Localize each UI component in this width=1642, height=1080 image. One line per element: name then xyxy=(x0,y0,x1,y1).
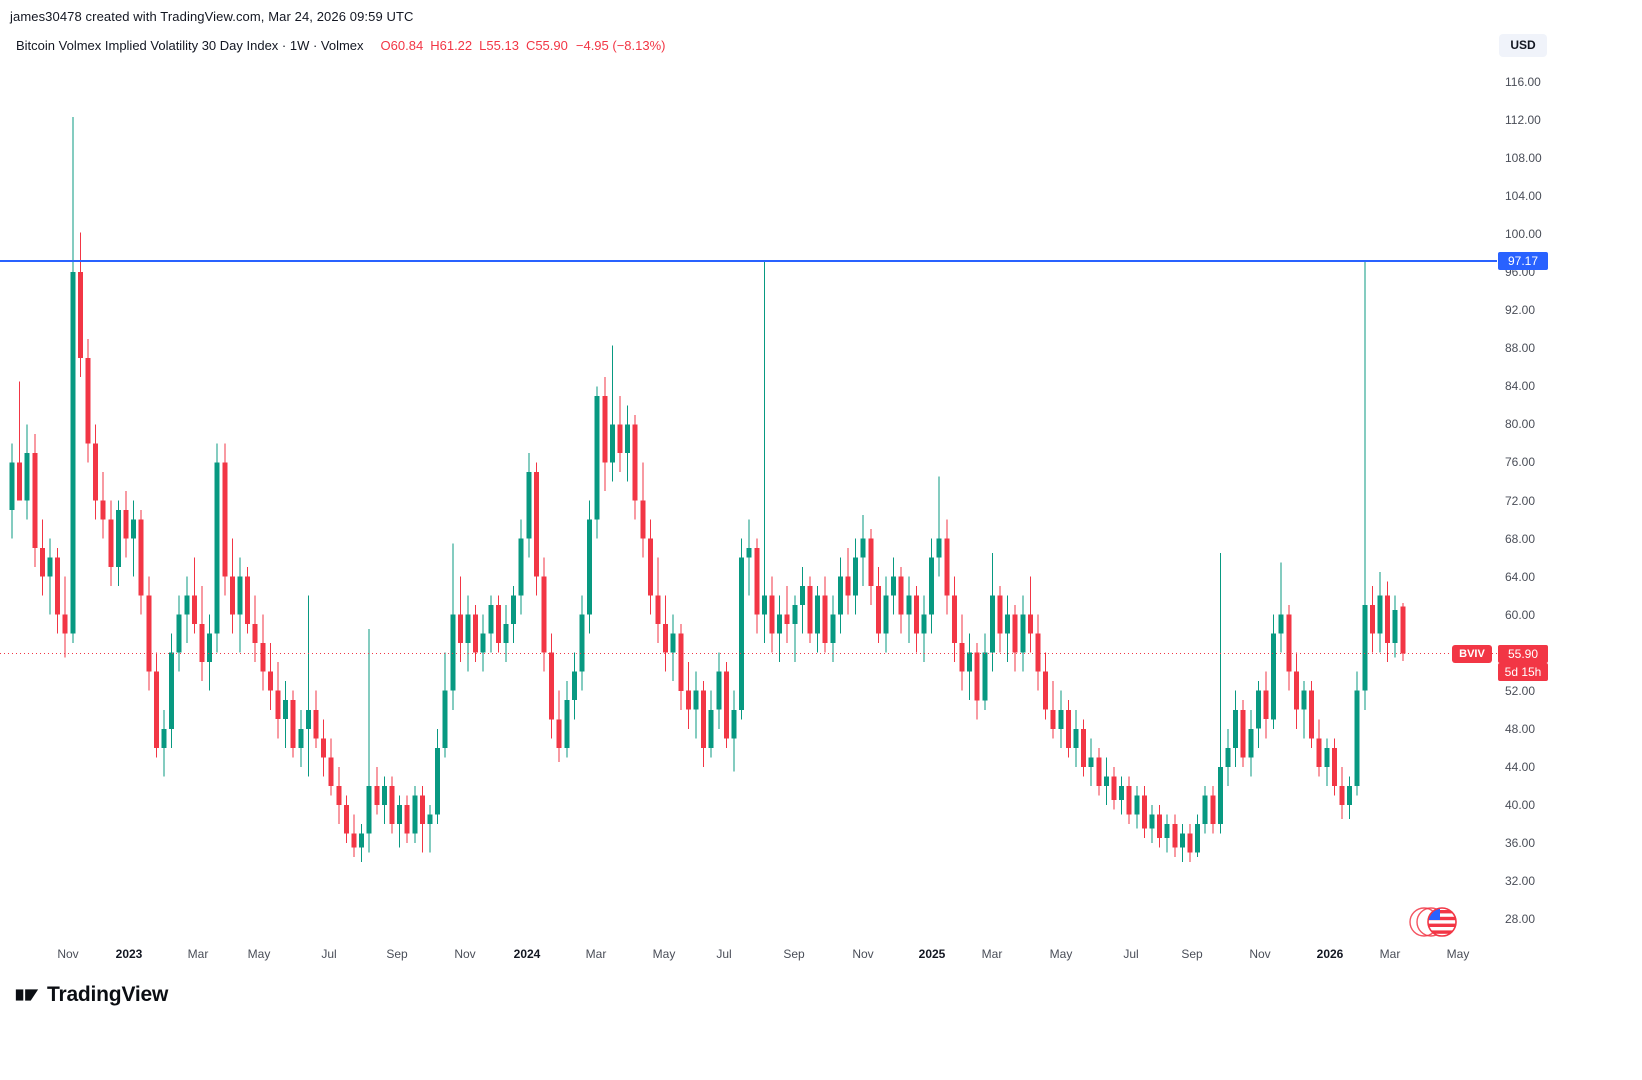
time-label-year: 2026 xyxy=(1316,947,1344,961)
time-label-month: Sep xyxy=(783,947,805,961)
time-label-year: 2024 xyxy=(513,947,541,961)
ohlc-low-value: 55.13 xyxy=(486,38,519,53)
price-tick: 80.00 xyxy=(1505,417,1536,432)
time-label-month: Jul xyxy=(1123,947,1139,961)
time-label-month: Mar xyxy=(585,947,607,961)
ohlc-high-value: 61.22 xyxy=(439,38,473,53)
price-tick: 72.00 xyxy=(1505,493,1536,508)
volmex-flag-logo xyxy=(1409,907,1457,937)
time-label-month: May xyxy=(652,947,676,961)
time-label-year: 2025 xyxy=(918,947,946,961)
tradingview-brand-text: TradingView xyxy=(47,983,169,1006)
price-tick: 52.00 xyxy=(1505,683,1536,698)
change-value: −4.95 (−8.13%) xyxy=(575,38,666,53)
time-label-month: Nov xyxy=(57,947,79,961)
ohlc-high-label: H xyxy=(430,38,440,53)
ohlc-close-label: C xyxy=(525,38,536,53)
price-tick: 100.00 xyxy=(1505,227,1542,242)
time-label-month: May xyxy=(247,947,271,961)
symbol-info-bar: Bitcoin Volmex Implied Volatility 30 Day… xyxy=(16,38,666,53)
price-tick: 28.00 xyxy=(1505,912,1536,926)
ohlc-low-label: L xyxy=(479,38,487,53)
price-tick: 64.00 xyxy=(1505,569,1536,584)
time-label-month: Mar xyxy=(187,947,209,961)
creator-credit: james30478 created with TradingView.com,… xyxy=(10,9,414,24)
time-label-month: May xyxy=(1446,947,1470,961)
price-tick: 44.00 xyxy=(1505,759,1536,774)
price-tick: 68.00 xyxy=(1505,531,1536,546)
price-tick: 108.00 xyxy=(1505,151,1542,166)
bar-countdown-label: 5d 15h xyxy=(1498,663,1548,682)
price-tick: 40.00 xyxy=(1505,797,1536,812)
price-tick: 32.00 xyxy=(1505,873,1536,888)
ohlc-open-value: 60.84 xyxy=(390,38,424,53)
price-tick: 104.00 xyxy=(1505,189,1542,204)
tradingview-logo[interactable]: TradingView xyxy=(14,982,168,1008)
time-label-month: Mar xyxy=(1379,947,1401,961)
price-scale[interactable]: 116.00 112.00 108.00 104.00 100.00 96.00 92.00… xyxy=(1497,0,1587,945)
time-label-month: May xyxy=(1049,947,1073,961)
price-tick: 116.00 xyxy=(1505,75,1541,89)
time-label-month: Nov xyxy=(1249,947,1271,961)
price-tick: 36.00 xyxy=(1505,835,1536,850)
alert-line-price-label[interactable]: 97.17 xyxy=(1498,252,1548,271)
price-tick: 48.00 xyxy=(1505,721,1536,736)
ohlc-values: O60.84 H61.22 L55.13 C55.90 xyxy=(374,38,568,53)
price-tick: 92.00 xyxy=(1505,303,1536,318)
time-label-month: Jul xyxy=(716,947,732,961)
tradingview-logo-icon xyxy=(15,989,39,1001)
flag-ball-icon xyxy=(1427,907,1457,937)
price-tick: 84.00 xyxy=(1505,379,1536,394)
time-label-month: Nov xyxy=(852,947,874,961)
candlestick-chart[interactable] xyxy=(0,0,1497,945)
time-label-month: Sep xyxy=(1181,947,1203,961)
price-tick: 76.00 xyxy=(1505,455,1536,470)
last-price-label: 55.90 xyxy=(1498,644,1548,663)
time-label-year: 2023 xyxy=(115,947,143,961)
price-tick: 88.00 xyxy=(1505,341,1536,356)
price-tick: 60.00 xyxy=(1505,607,1536,622)
ohlc-close-value: 55.90 xyxy=(535,38,568,53)
time-label-month: Jul xyxy=(321,947,337,961)
ohlc-open-label: O xyxy=(380,38,391,53)
time-scale[interactable]: Nov 2023 Mar May Jul Sep Nov 2024 Mar May Jul Sep No… xyxy=(0,946,1497,968)
price-tick: 112.00 xyxy=(1505,113,1541,128)
currency-toggle-button[interactable]: USD xyxy=(1499,34,1547,57)
time-label-month: Nov xyxy=(454,947,476,961)
time-label-month: Sep xyxy=(386,947,408,961)
symbol-ticker-chip: BVIV xyxy=(1452,644,1492,663)
time-label-month: Mar xyxy=(981,947,1003,961)
symbol-title[interactable]: Bitcoin Volmex Implied Volatility 30 Day… xyxy=(16,38,364,53)
